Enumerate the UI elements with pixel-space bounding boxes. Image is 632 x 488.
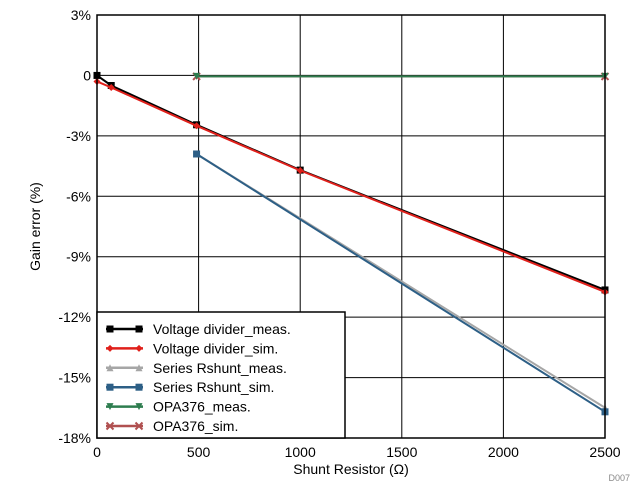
y-axis: 3% 0 -3% -6% -9% -12% -15% -18% bbox=[58, 7, 91, 446]
legend-label: Series Rshunt_meas. bbox=[153, 360, 287, 376]
data-point bbox=[106, 403, 114, 411]
series-2 bbox=[93, 77, 609, 296]
legend-item: Series Rshunt_sim. bbox=[106, 379, 274, 395]
y-tick-label: 3% bbox=[71, 7, 91, 23]
series-line bbox=[96, 74, 606, 291]
x-tick-label: 500 bbox=[187, 444, 211, 460]
legend-item: OPA376_meas. bbox=[106, 399, 251, 415]
y-tick-label: -12% bbox=[58, 309, 91, 325]
data-point bbox=[106, 364, 114, 372]
legend-item: Series Rshunt_meas. bbox=[106, 360, 287, 376]
data-point bbox=[135, 403, 143, 411]
legend-label: OPA376_sim. bbox=[153, 418, 238, 434]
series-5 bbox=[193, 72, 609, 80]
data-point bbox=[105, 421, 115, 431]
data-point bbox=[296, 167, 304, 175]
y-tick-label: -3% bbox=[66, 128, 91, 144]
y-tick-label: -9% bbox=[66, 249, 91, 265]
data-point bbox=[135, 364, 143, 372]
x-tick-label: 1500 bbox=[386, 444, 417, 460]
y-axis-label: Gain error (%) bbox=[27, 182, 43, 271]
legend-label: Voltage divider_sim. bbox=[153, 340, 278, 356]
series-line bbox=[196, 153, 606, 413]
y-tick-label: -18% bbox=[58, 430, 91, 446]
data-point bbox=[193, 122, 201, 130]
legend-label: Voltage divider_meas. bbox=[153, 321, 291, 337]
series-1 bbox=[93, 71, 609, 294]
legend: Voltage divider_meas. Voltage divider_sim… bbox=[96, 311, 346, 439]
legend-label: Series Rshunt_sim. bbox=[153, 379, 274, 395]
figure-id: D007 bbox=[608, 473, 630, 483]
legend-item: Voltage divider_meas. bbox=[106, 321, 291, 337]
data-point bbox=[193, 72, 201, 80]
legend-item: Voltage divider_sim. bbox=[106, 340, 278, 356]
y-tick-label: -15% bbox=[58, 370, 91, 386]
data-point bbox=[135, 325, 143, 333]
data-point bbox=[135, 383, 143, 391]
x-tick-label: 2500 bbox=[589, 444, 620, 460]
x-axis-label: Shunt Resistor (Ω) bbox=[293, 461, 409, 477]
data-point bbox=[106, 325, 114, 333]
x-tick-label: 2000 bbox=[488, 444, 519, 460]
y-tick-label: -6% bbox=[66, 188, 91, 204]
legend-item: OPA376_sim. bbox=[105, 418, 238, 434]
x-tick-label: 1000 bbox=[285, 444, 316, 460]
data-point bbox=[193, 150, 201, 158]
legend-label: OPA376_meas. bbox=[153, 399, 251, 415]
plot-frame bbox=[96, 14, 606, 439]
data-point bbox=[106, 344, 114, 352]
legend-box bbox=[96, 311, 346, 439]
data-point bbox=[107, 84, 115, 92]
data-point bbox=[106, 383, 114, 391]
x-tick-label: 0 bbox=[93, 444, 101, 460]
data-point bbox=[134, 421, 144, 431]
x-axis: 0 500 1000 1500 2000 2500 bbox=[93, 444, 621, 460]
data-point bbox=[135, 344, 143, 352]
y-tick-label: 0 bbox=[83, 67, 91, 83]
series-layer bbox=[93, 71, 610, 416]
